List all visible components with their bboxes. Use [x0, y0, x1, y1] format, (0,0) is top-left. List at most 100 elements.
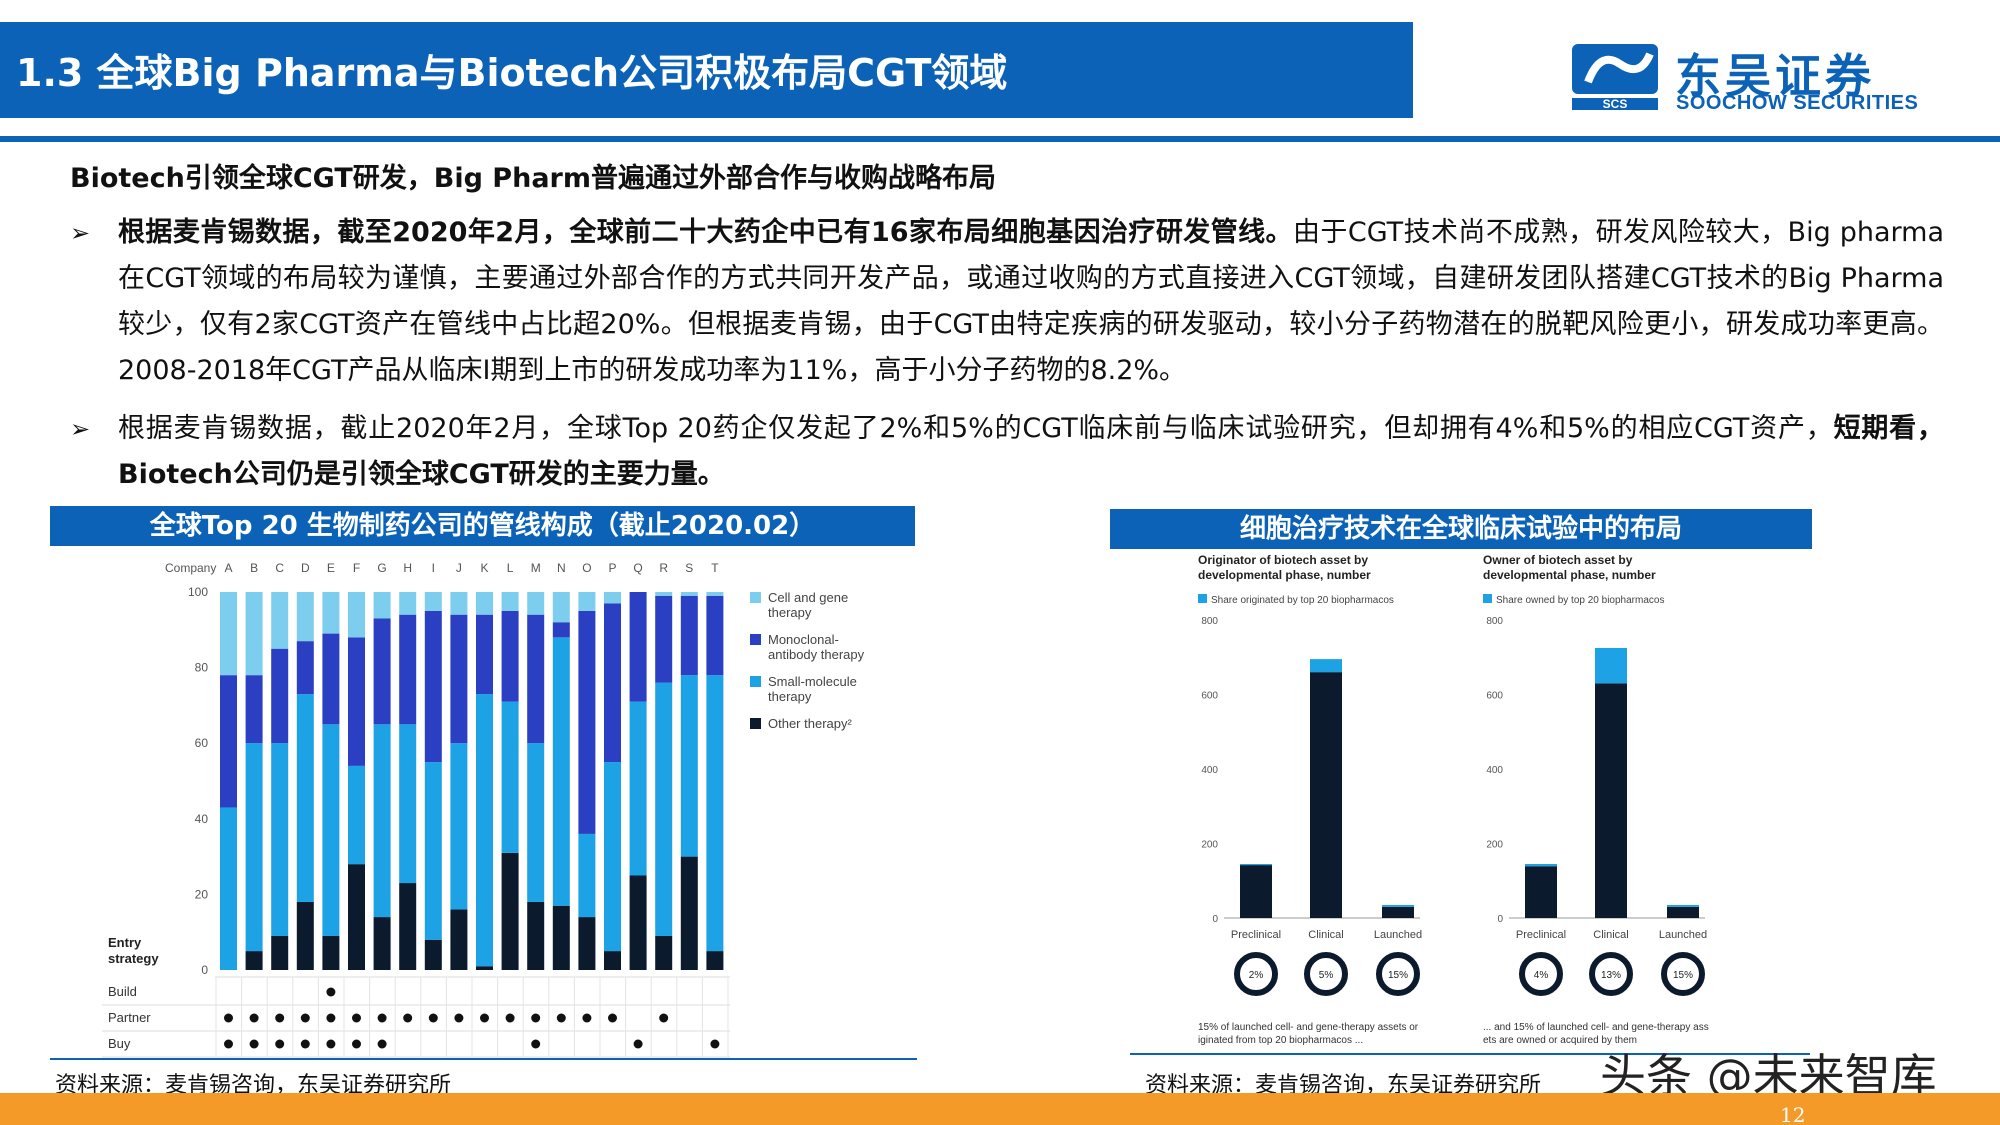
bar-segment	[348, 765, 365, 865]
y-tick-label: 400	[1486, 765, 1503, 776]
entry-dot	[275, 1039, 285, 1049]
bar-segment	[629, 592, 647, 702]
share-label: 15%	[1673, 970, 1693, 981]
panel-footnote: 15% of launched cell- and gene-therapy a…	[1198, 1022, 1419, 1046]
bar-segment	[296, 641, 314, 695]
y-tick-label: 0	[201, 963, 208, 977]
bullet-2-bold: 短期看，Biotech公司仍是引领全球CGT研发的主要力量。	[118, 413, 1944, 490]
entry-dot	[249, 1013, 259, 1023]
bar-segment	[706, 595, 724, 676]
y-tick-label: 800	[1486, 616, 1503, 627]
bar-share	[1310, 659, 1342, 673]
bar-total	[1240, 865, 1272, 918]
bar-segment	[399, 614, 417, 725]
entry-dot	[300, 1039, 310, 1049]
company-tick-label: M	[531, 561, 541, 575]
bar-segment	[578, 592, 596, 611]
share-ring	[1234, 952, 1278, 996]
company-tick-label: L	[507, 561, 514, 575]
entry-dot	[531, 1039, 541, 1049]
bar-segment	[655, 935, 673, 970]
y-tick-label: 400	[1201, 765, 1218, 776]
bar-segment	[476, 966, 493, 970]
entry-dot	[377, 1039, 387, 1049]
bar-share	[1525, 863, 1557, 867]
bar-segment	[476, 694, 493, 967]
entry-dot	[659, 1013, 669, 1023]
bar-segment	[706, 951, 724, 970]
bullet-arrow-icon: ➢	[70, 415, 91, 443]
bar-segment	[348, 864, 365, 970]
bar-total	[1525, 866, 1557, 918]
bar-share	[1595, 647, 1627, 684]
entry-dot	[633, 1039, 643, 1049]
bullet-1-body: 由于CGT技术尚不成熟，研发风险较大，Big pharma在CGT领域的布局较为…	[118, 217, 1944, 386]
bar-segment	[424, 592, 442, 611]
bar-segment	[245, 675, 263, 744]
company-tick-label: D	[301, 561, 310, 575]
y-tick-label: 200	[1486, 840, 1503, 851]
entry-dot	[403, 1013, 413, 1023]
share-ring	[1304, 952, 1348, 996]
bar-segment	[501, 701, 519, 853]
bar-total	[1595, 683, 1627, 918]
pipeline-composition-chart: Company A B C D E F G H I J K L M N O P Q R S T 0 20 40 60 80 100 C…	[102, 561, 865, 1058]
bar-share	[1240, 863, 1272, 866]
company-tick-label: G	[377, 561, 386, 575]
bar-segment	[552, 637, 570, 906]
category-label: Preclinical	[1516, 929, 1566, 941]
bar-segment	[680, 592, 698, 596]
bar-segment	[220, 675, 237, 808]
company-tick-label: R	[659, 561, 668, 575]
footer-bar	[0, 1093, 2000, 1125]
category-label: Clinical	[1593, 929, 1628, 941]
logo-badge: SCS	[1603, 97, 1628, 111]
company-tick-label: E	[327, 561, 335, 575]
logo-chinese: 东吴证券	[1675, 49, 1875, 103]
y-tick-label: 0	[1497, 914, 1503, 925]
entry-dot	[300, 1013, 310, 1023]
y-tick-label: 40	[195, 812, 209, 826]
y-tick-label: 60	[195, 736, 209, 750]
entry-dot	[326, 1039, 336, 1049]
category-label: Clinical	[1308, 929, 1343, 941]
y-tick-label: 200	[1201, 840, 1218, 851]
legend-swatch	[750, 592, 761, 603]
company-tick-label: S	[685, 561, 693, 575]
bar-segment	[271, 743, 289, 936]
entry-row-label: Buy	[108, 1036, 131, 1051]
bar-segment	[348, 592, 365, 638]
bar-segment	[680, 595, 698, 676]
logo-icon: SCS	[1572, 44, 1658, 111]
bar-segment	[501, 610, 519, 702]
bar-segment	[680, 675, 698, 857]
x-header: Company	[165, 561, 216, 575]
legend-swatch	[1483, 594, 1492, 603]
company-tick-label: T	[711, 561, 719, 575]
logo-english: SOOCHOW SECURITIES	[1676, 92, 1919, 114]
bar-segment	[552, 592, 570, 623]
legend-swatch	[750, 718, 761, 729]
title-bar: 1.3 全球Big Pharma与Biotech公司积极布局CGT领域	[0, 22, 1413, 118]
bar-segment	[450, 909, 468, 970]
bar-segment	[424, 762, 442, 940]
bar-segment	[271, 648, 289, 744]
company-logo: SCS 东吴证券 SOOCHOW SECURITIES	[1570, 40, 1990, 120]
bar-segment	[450, 614, 468, 744]
company-tick-label: P	[608, 561, 616, 575]
bullet-2-body: 根据麦肯锡数据，截止2020年2月，全球Top 20药企仅发起了2%和5%的CG…	[118, 413, 1834, 444]
legend-swatch	[750, 634, 761, 645]
share-ring	[1661, 952, 1705, 996]
company-tick-label: N	[557, 561, 566, 575]
bar-segment	[373, 724, 391, 918]
entry-dot	[377, 1013, 387, 1023]
share-ring	[1589, 952, 1633, 996]
bar-segment	[527, 614, 545, 744]
source-divider-right	[1130, 1053, 1810, 1055]
bar-segment	[604, 762, 621, 952]
company-tick-label: I	[432, 561, 435, 575]
bar-share	[1382, 904, 1414, 907]
page-number: 12	[1780, 1103, 1806, 1125]
bar-segment	[706, 592, 724, 596]
entry-dot	[556, 1013, 566, 1023]
